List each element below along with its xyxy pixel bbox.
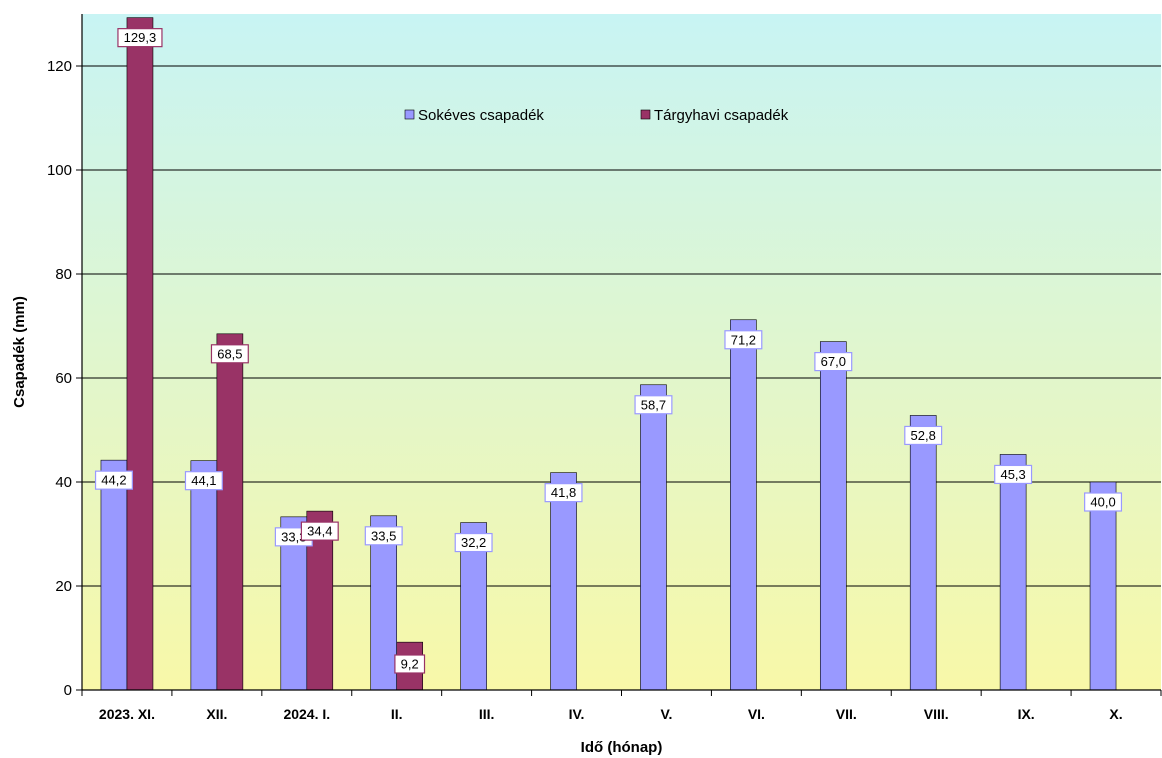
y-tick-labels: 0 20 40 60 80 100 120	[47, 58, 72, 699]
data-label-text: 71,2	[731, 332, 756, 347]
data-label-text: 44,1	[191, 473, 216, 488]
data-label-sokeves-9: 52,8	[904, 425, 943, 446]
bar-sokeves-11	[1089, 481, 1117, 691]
data-label-text: 68,5	[217, 346, 242, 361]
data-label-box	[184, 471, 223, 491]
axes	[76, 14, 1162, 696]
data-labels: 44,2 129,3 44,1 68,5 33,3 34,4 33,5 9,2 32,2 41,8…	[94, 28, 1123, 674]
x-tick-label-9: VIII.	[924, 706, 949, 722]
data-label-sokeves-0: 44,2	[94, 470, 133, 490]
data-label-text: 67,0	[821, 354, 846, 369]
data-label-sokeves-6: 58,7	[634, 395, 673, 415]
x-tick-labels: 2023. XI. XII. 2024. I. II. III. IV. V. VI. VII.…	[99, 706, 1123, 722]
data-label-sokeves-1: 44,1	[184, 471, 223, 491]
data-label-box	[454, 532, 493, 553]
data-label-text: 34,4	[307, 524, 332, 539]
data-label-text: 33,3	[281, 529, 306, 544]
bar-sokeves-9	[909, 415, 937, 691]
plot-area	[82, 14, 1161, 690]
bars	[100, 17, 1117, 691]
x-tick-label-10: IX.	[1018, 706, 1035, 722]
bar-sokeves-8	[819, 341, 847, 691]
data-label-text: 44,2	[101, 473, 126, 488]
legend-label-targyhavi: Tárgyhavi csapadék	[654, 107, 789, 124]
bar-sokeves-0	[100, 459, 128, 691]
bar-targyhavi-0	[126, 17, 154, 691]
bar-sokeves-10	[999, 454, 1027, 691]
bar-sokeves-6	[640, 384, 667, 691]
legend-swatch-targyhavi	[640, 109, 651, 120]
x-tick-label-0: 2023. XI.	[99, 706, 155, 722]
x-tick-label-3: II.	[391, 706, 403, 722]
data-label-targyhavi-1: 68,5	[210, 344, 249, 364]
data-label-sokeves-4: 32,2	[454, 532, 493, 553]
legend: Sokéves csapadék Tárgyhavi csapadék	[404, 107, 789, 124]
data-label-box	[364, 526, 403, 546]
data-label-sokeves-8: 67,0	[814, 352, 853, 372]
data-label-text: 41,8	[551, 485, 576, 500]
data-label-targyhavi-2: 34,4	[300, 521, 339, 541]
legend-swatch-sokeves	[404, 109, 415, 120]
y-tick-label-120: 120	[47, 58, 72, 75]
bar-sokeves-7	[730, 319, 757, 691]
data-label-sokeves-11: 40,0	[1084, 492, 1123, 512]
data-label-box	[724, 330, 763, 350]
y-tick-label-80: 80	[55, 266, 72, 283]
y-axis-title: Csapadék (mm)	[11, 296, 28, 408]
bar-targyhavi-1	[216, 333, 244, 691]
data-label-text: 45,3	[1000, 467, 1025, 482]
x-tick-label-2: 2024. I.	[283, 706, 330, 722]
data-label-box	[300, 521, 339, 541]
data-label-text: 129,3	[124, 30, 157, 45]
x-axis-title: Idő (hónap)	[581, 739, 663, 756]
gridlines	[82, 65, 1161, 587]
bar-sokeves-1	[190, 460, 218, 691]
x-tick-label-7: VI.	[748, 706, 765, 722]
data-label-box	[210, 344, 249, 364]
data-label-sokeves-10: 45,3	[994, 464, 1033, 485]
data-label-targyhavi-3: 9,2	[394, 654, 426, 674]
data-label-text: 33,5	[371, 528, 396, 543]
x-tick-label-1: XII.	[206, 706, 227, 722]
data-label-sokeves-5: 41,8	[544, 483, 583, 503]
data-label-text: 52,8	[911, 428, 936, 443]
data-label-targyhavi-0: 129,3	[117, 28, 163, 48]
y-tick-label-0: 0	[64, 682, 72, 699]
data-label-text: 40,0	[1090, 495, 1115, 510]
data-label-text: 9,2	[401, 657, 419, 672]
data-label-sokeves-3: 33,5	[364, 526, 403, 546]
legend-label-sokeves: Sokéves csapadék	[418, 107, 544, 124]
data-label-box	[634, 395, 673, 415]
data-label-text: 32,2	[461, 535, 486, 550]
data-label-box	[544, 483, 583, 503]
y-tick-label-40: 40	[55, 474, 72, 491]
x-tick-label-11: X.	[1109, 706, 1122, 722]
x-tick-label-6: V.	[660, 706, 672, 722]
x-tick-label-4: III.	[479, 706, 495, 722]
bar-sokeves-5	[550, 472, 577, 691]
data-label-box	[904, 425, 943, 446]
data-label-text: 58,7	[641, 397, 666, 412]
x-tick-label-8: VII.	[836, 706, 857, 722]
data-label-box	[394, 654, 426, 674]
data-label-box	[994, 464, 1033, 485]
y-tick-label-20: 20	[55, 578, 72, 595]
x-tick-label-5: IV.	[569, 706, 585, 722]
y-tick-label-100: 100	[47, 162, 72, 179]
data-label-box	[117, 28, 163, 48]
data-label-box	[1084, 492, 1123, 512]
data-label-sokeves-7: 71,2	[724, 330, 763, 350]
y-tick-label-60: 60	[55, 370, 72, 387]
data-label-box	[814, 352, 853, 372]
data-label-box	[94, 470, 133, 490]
